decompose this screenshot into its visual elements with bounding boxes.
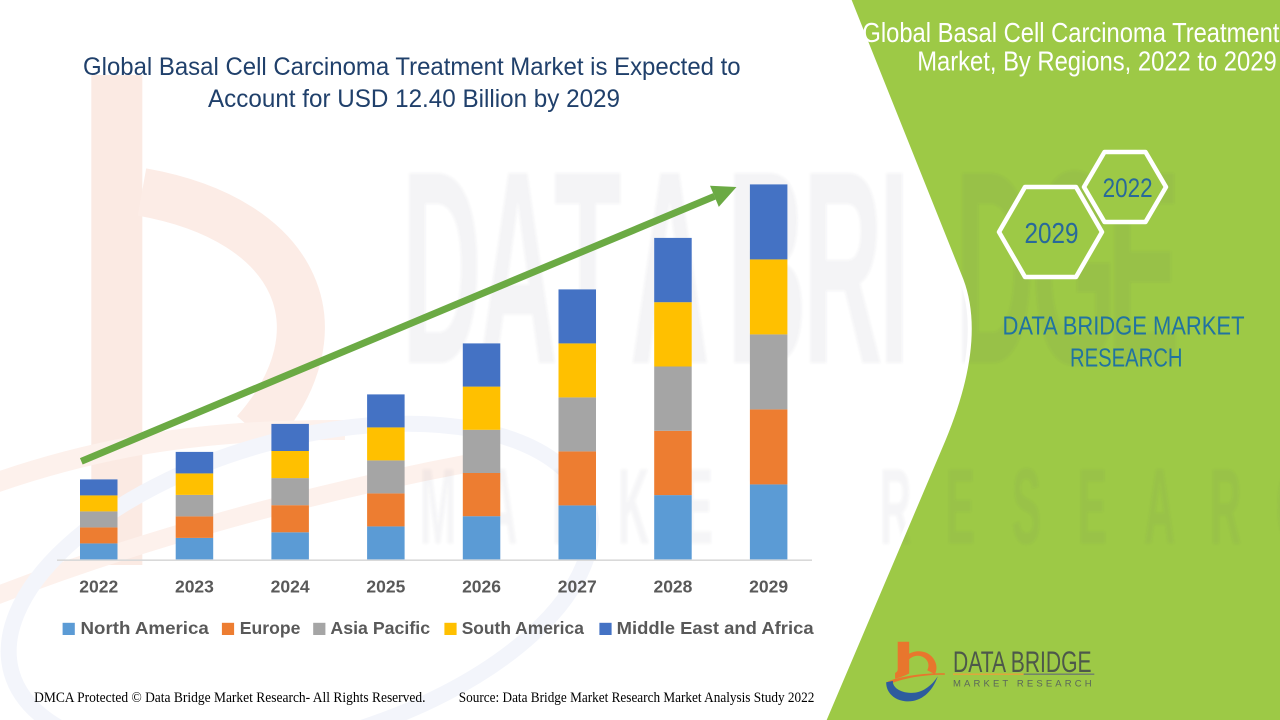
- svg-text:Account for USD 12.40 Billion: Account for USD 12.40 Billion by 2029: [208, 85, 620, 113]
- svg-text:2028: 2028: [653, 577, 692, 597]
- svg-text:Europe: Europe: [240, 618, 301, 638]
- svg-text:Global Basal Cell Carcinoma Tr: Global Basal Cell Carcinoma Treatment Ma…: [83, 53, 741, 81]
- svg-text:Market, By Regions, 2022 to 20: Market, By Regions, 2022 to 2029: [917, 46, 1276, 77]
- svg-text:2029: 2029: [749, 577, 788, 597]
- svg-text:RESEARCH: RESEARCH: [1070, 342, 1183, 372]
- svg-text:North America: North America: [81, 618, 210, 638]
- svg-text:2026: 2026: [462, 577, 501, 597]
- svg-text:Asia Pacific: Asia Pacific: [330, 618, 430, 638]
- svg-text:2027: 2027: [558, 577, 597, 597]
- svg-text:2023: 2023: [175, 577, 214, 597]
- svg-text:2025: 2025: [366, 577, 405, 597]
- svg-text:DMCA Protected © Data Bridge M: DMCA Protected © Data Bridge Market Rese…: [34, 690, 425, 706]
- svg-text:DATA BRIDGE MARKET: DATA BRIDGE MARKET: [1003, 310, 1245, 340]
- svg-text:2022: 2022: [79, 577, 118, 597]
- svg-text:2029: 2029: [1025, 218, 1079, 250]
- svg-text:MARKET RESEARCH: MARKET RESEARCH: [953, 679, 1092, 690]
- svg-text:2022: 2022: [1103, 173, 1153, 203]
- svg-text:South America: South America: [462, 618, 584, 638]
- svg-text:Source: Data Bridge Market Res: Source: Data Bridge Market Research Mark…: [459, 690, 815, 706]
- svg-text:Global Basal Cell Carcinoma Tr: Global Basal Cell Carcinoma Treatment: [862, 17, 1279, 48]
- svg-text:2024: 2024: [271, 577, 310, 597]
- svg-text:Middle East and Africa: Middle East and Africa: [617, 618, 814, 638]
